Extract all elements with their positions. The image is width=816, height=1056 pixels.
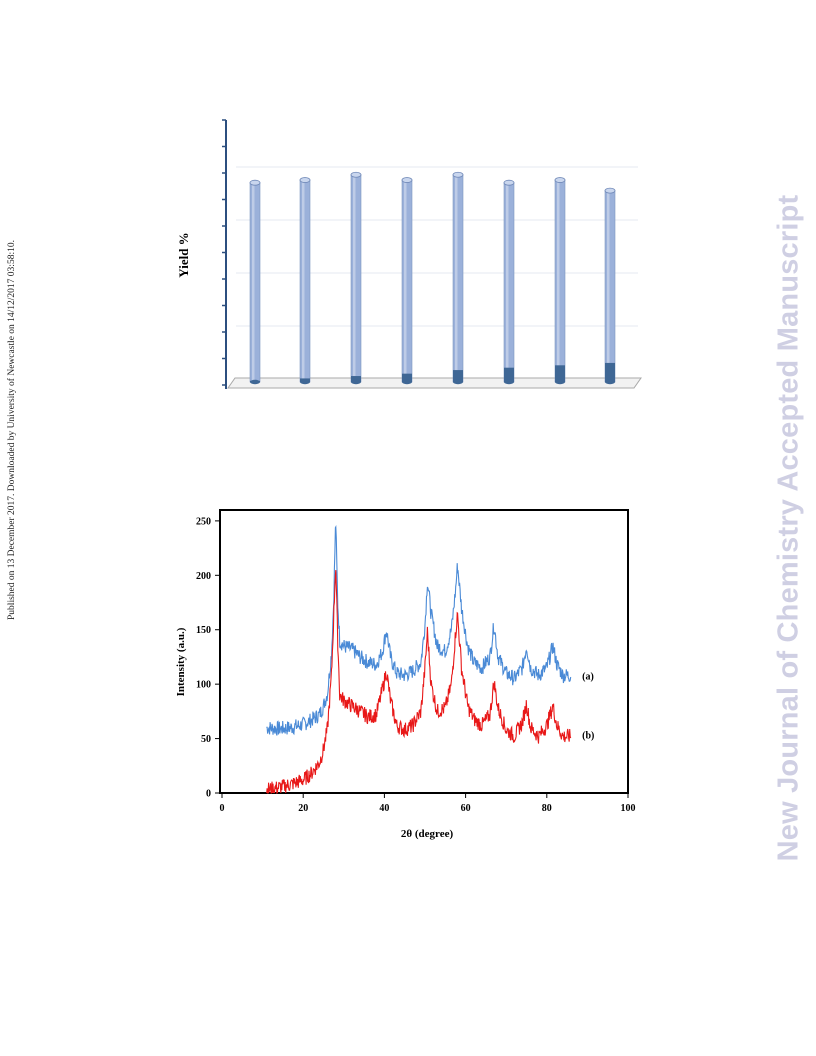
bar-cap — [452, 171, 464, 178]
bar-highlight — [252, 182, 255, 382]
bar-highlight — [353, 174, 356, 382]
bar-base — [300, 379, 310, 385]
xrd-x-axis-label: 2θ (degree) — [401, 828, 454, 840]
bar-highlight — [302, 180, 305, 382]
xrd-x-tick-label: 0 — [220, 803, 225, 814]
xrd-y-tick-label: 50 — [201, 734, 211, 745]
xrd-y-axis-label: Intensity (a.u.) — [175, 627, 187, 696]
bar-floor-plane — [227, 377, 642, 389]
bar-highlight — [506, 182, 509, 382]
bar-lower-segment — [402, 373, 412, 382]
xrd-series-labels: (a) (b) — [582, 671, 594, 741]
bar-y-axis-label: Yield % — [176, 232, 191, 277]
xrd-series-b — [266, 570, 572, 795]
xrd-y-tick-label: 200 — [196, 571, 211, 582]
bar-5 — [452, 171, 464, 385]
bar-base — [250, 379, 260, 385]
bar-lower-segment — [351, 376, 361, 382]
xrd-y-tick-label: 150 — [196, 625, 211, 636]
xrd-x-tick-label: 40 — [379, 803, 389, 814]
bar-1 — [249, 179, 261, 385]
bar-cap — [401, 177, 413, 183]
bar-base — [555, 379, 565, 385]
xrd-y-tick-label: 0 — [206, 789, 211, 800]
xrd-series-a — [266, 524, 572, 736]
bar-highlight — [404, 180, 407, 382]
xrd-series-label: (a) — [582, 671, 594, 682]
bar-base — [351, 379, 361, 385]
bar-lower-segment — [504, 367, 514, 382]
bar-lower-segment — [555, 365, 565, 382]
bar-highlight — [557, 180, 560, 382]
bar-highlight — [607, 190, 610, 382]
xrd-y-tick-label: 250 — [196, 516, 211, 527]
xrd-plot-frame — [219, 509, 629, 794]
bar-base — [605, 379, 615, 385]
bar-4 — [401, 177, 413, 385]
xrd-x-tick-label: 60 — [461, 803, 471, 814]
bar-cap — [350, 171, 362, 178]
xrd-series — [266, 524, 572, 795]
bar-floor — [227, 377, 642, 389]
bar-y-axis — [222, 119, 227, 389]
bar-7 — [554, 177, 566, 385]
bar-6 — [503, 179, 515, 385]
bar-8 — [604, 187, 616, 385]
bar-3 — [350, 171, 362, 385]
bar-base — [453, 379, 463, 385]
bar-cap — [503, 179, 515, 186]
bar-cap — [604, 187, 616, 194]
xrd-x-tick-label: 80 — [542, 803, 552, 814]
yield-bar-chart: Yield % — [176, 119, 642, 389]
bar-highlight — [455, 174, 458, 382]
bar-lower-segment — [453, 370, 463, 382]
bar-lower-segment — [605, 362, 615, 382]
xrd-x-tick-label: 20 — [298, 803, 308, 814]
xrd-ticks: 0 20 40 60 80 100 0 50 100 150 200 250 — [196, 516, 636, 814]
bar-cap — [299, 177, 311, 183]
bar-base — [402, 379, 412, 385]
bar-group — [249, 171, 616, 385]
bar-2 — [299, 177, 311, 385]
xrd-y-tick-label: 100 — [196, 680, 211, 691]
bar-cap — [554, 177, 566, 183]
xrd-x-tick-label: 100 — [621, 803, 636, 814]
bar-cap — [249, 179, 261, 186]
bar-base — [504, 379, 514, 385]
xrd-series-label: (b) — [582, 730, 594, 741]
